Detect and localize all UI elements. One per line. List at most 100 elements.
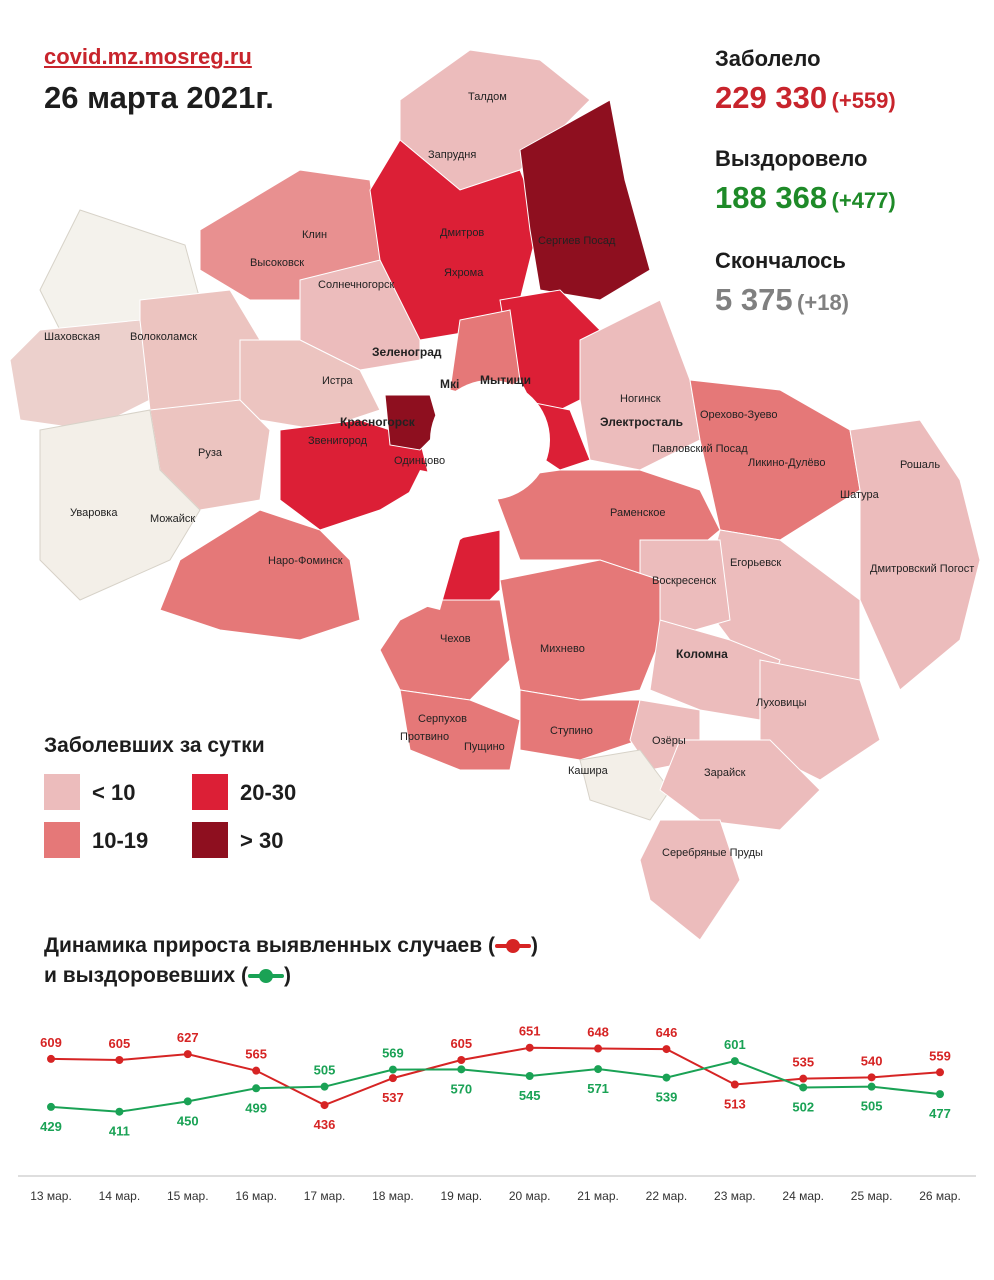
x-tick-label: 26 мар. [919, 1189, 961, 1203]
recovered-marker-icon [247, 969, 284, 984]
recovered-series-line [50, 1060, 941, 1113]
map-district-naro-fominsk [159, 509, 361, 641]
map-label-sergiev-posad: Сергиев Посад [538, 235, 616, 247]
map-district-orekhovo-zuevo [689, 379, 861, 541]
cases-point [662, 1045, 671, 1054]
cases-data-label: 565 [245, 1047, 267, 1062]
source-link[interactable]: covid.mz.mosreg.ru [44, 44, 252, 69]
cases-data-label: 646 [656, 1025, 678, 1040]
map-label-dmitrovsky-pogost: Дмитровский Погост [870, 563, 974, 575]
dynamics-chart: 13 мар. 14 мар. 15 мар. 16 мар. 17 мар. 18 ма… [18, 1024, 976, 1203]
recovered-data-label: 450 [177, 1113, 199, 1128]
legend-label-20-30: 20-30 [240, 780, 297, 805]
map-label-serebryanye-prudy: Серебряные Пруды [662, 847, 763, 859]
map-label-lukhovitsy: Луховицы [756, 697, 807, 709]
recovered-data-label: 569 [382, 1046, 404, 1061]
cases-point [115, 1056, 124, 1064]
map-label-solnechnogorsk: Солнечногорск [318, 279, 394, 291]
recovered-point [457, 1065, 466, 1074]
map-label-mozhaysk: Можайск [150, 513, 195, 525]
cases-data-label: 651 [519, 1024, 541, 1039]
cases-point [388, 1074, 397, 1083]
cases-data-label: 513 [724, 1097, 746, 1112]
report-date: 26 марта 2021г. [44, 80, 274, 115]
map-label-mki: Мкі [440, 377, 459, 391]
recovered-point [867, 1082, 876, 1091]
cases-data-label: 535 [792, 1055, 814, 1070]
cases-point [47, 1054, 55, 1063]
recovered-data-label: 545 [519, 1088, 541, 1103]
cases-point [936, 1068, 944, 1077]
x-tick-label: 16 мар. [235, 1189, 277, 1203]
x-tick-label: 13 мар. [30, 1189, 72, 1203]
recovered-delta: (+477) [831, 188, 896, 213]
map-district-noginsk [579, 299, 701, 471]
legend-label-10-19: 10-19 [92, 828, 149, 853]
x-tick-label: 24 мар. [782, 1189, 824, 1203]
map-label-volokolamsk: Волоколамск [130, 331, 197, 343]
map-district-serebryanye-prudy [639, 819, 741, 941]
cases-point [183, 1050, 192, 1059]
x-tick-label: 20 мар. [509, 1189, 551, 1203]
map-label-egorevsk: Егорьевск [730, 557, 781, 569]
died-delta: (+18) [797, 290, 850, 315]
recovered-data-label: 571 [587, 1081, 609, 1096]
cases-data-label: 609 [40, 1035, 62, 1050]
cases-data-label: 605 [109, 1036, 131, 1051]
map-label-serpukhov: Серпухов [418, 713, 467, 725]
cases-point [867, 1073, 876, 1082]
map-label-uvarovka: Уваровка [70, 507, 118, 519]
cases-series-line [50, 1046, 941, 1107]
dynamics-title-text-2: и выздоровевших ( [44, 964, 248, 987]
legend-label-gt30: > 30 [240, 828, 284, 853]
recovered-data-label: 505 [314, 1063, 336, 1078]
map-label-vysokovsk: Высоковск [250, 257, 304, 269]
map-label-yakhroma: Яхрома [444, 267, 484, 279]
cases-marker-icon [494, 939, 531, 954]
x-tick-label: 17 мар. [304, 1189, 346, 1203]
map-label-stupino: Ступино [550, 725, 593, 737]
map-label-kashira: Кашира [568, 765, 609, 777]
died-value: 5 375 [715, 282, 793, 317]
x-tick-label: 14 мар. [99, 1189, 141, 1203]
recovered-point [730, 1057, 739, 1066]
map-label-shatura: Шатура [840, 489, 880, 501]
cases-data-label: 540 [861, 1053, 883, 1068]
recovered-value: 188 368 [715, 180, 828, 215]
map-label-zvenigorod: Звенигород [308, 435, 368, 447]
recovered-data-label: 539 [656, 1090, 678, 1105]
cases-point [730, 1080, 739, 1089]
map-district-kashira [579, 749, 671, 821]
map-label-ramenskoe: Раменское [610, 507, 666, 519]
recovered-point [388, 1065, 397, 1074]
map-district-zaraysk [659, 739, 821, 831]
x-tick-label: 23 мар. [714, 1189, 756, 1203]
infected-delta: (+559) [831, 88, 896, 113]
recovered-point [594, 1065, 603, 1074]
map-label-odintsovo: Одинцово [394, 455, 445, 467]
x-tick-label: 18 мар. [372, 1189, 414, 1203]
map-label-orekhovo-zuevo: Орехово-Зуево [700, 409, 778, 421]
cases-point [594, 1044, 603, 1053]
map-label-likino-dulevo: Ликино-Дулёво [748, 457, 826, 469]
map-label-klin: Клин [302, 229, 327, 241]
map-label-chekhov: Чехов [440, 633, 471, 645]
map-district-shatura [849, 419, 981, 691]
recovered-data-label: 601 [724, 1037, 746, 1052]
legend-label-lt10: < 10 [92, 780, 136, 805]
map-label-voskresensk: Воскресенск [652, 575, 716, 587]
infected-value: 229 330 [715, 80, 828, 115]
x-tick-label: 19 мар. [440, 1189, 482, 1203]
chart-x-axis: 13 мар. 14 мар. 15 мар. 16 мар. 17 мар. 18 ма… [18, 1175, 976, 1203]
map-label-ruza: Руза [198, 447, 223, 459]
cases-point [799, 1074, 808, 1083]
map-label-noginsk: Ногинск [620, 393, 661, 405]
legend-swatch-gt30 [192, 822, 228, 858]
map-label-kolomna: Коломна [676, 647, 728, 661]
recovered-point [183, 1097, 192, 1106]
recovered-point [320, 1082, 329, 1091]
dynamics-title-line1: Динамика прироста выявленных случаев () [44, 934, 538, 958]
cases-point [320, 1101, 329, 1110]
cases-data-label: 436 [314, 1117, 336, 1132]
